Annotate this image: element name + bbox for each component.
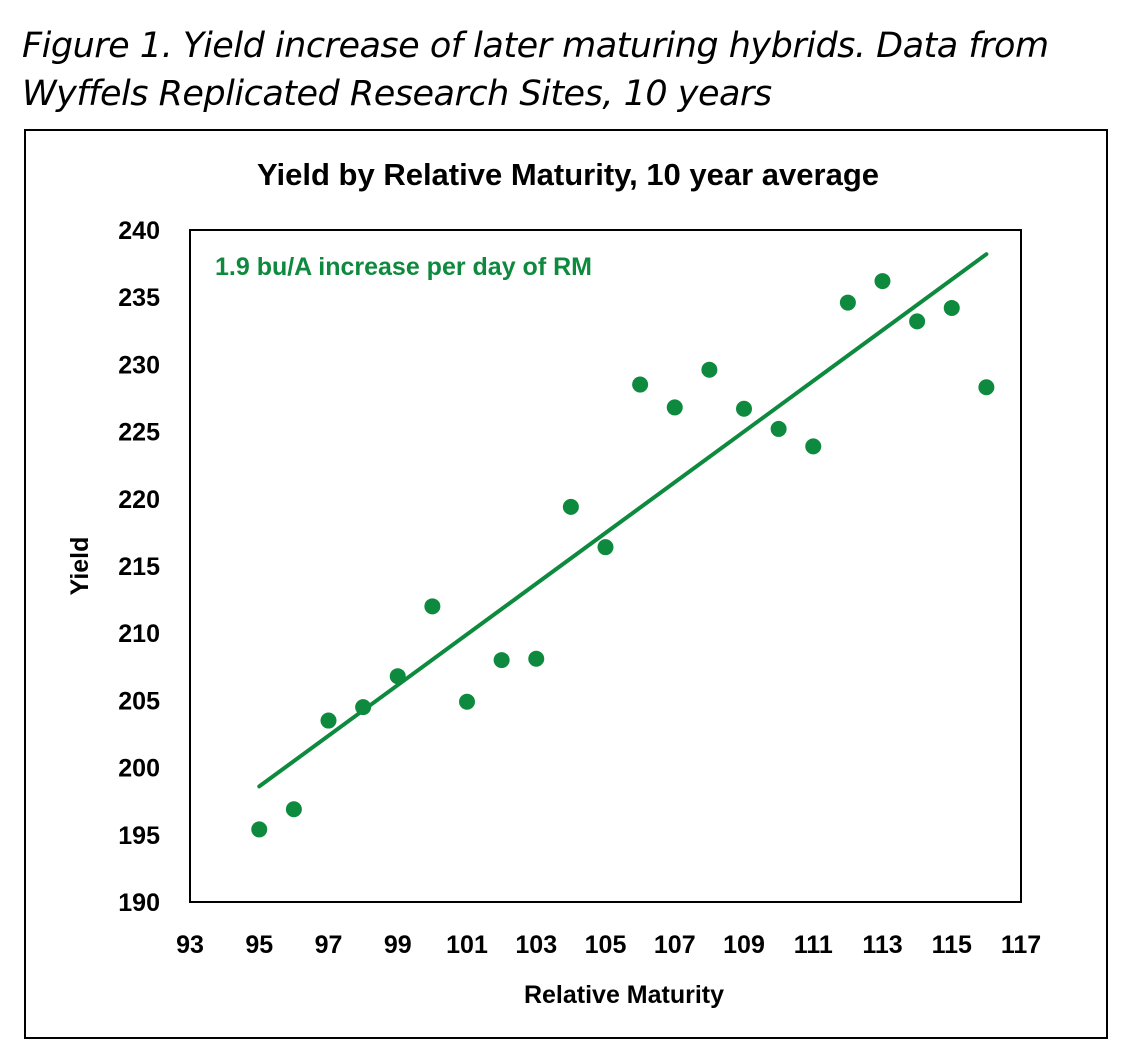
- y-tick-label: 200: [118, 755, 160, 783]
- data-point: [805, 438, 822, 455]
- data-point: [459, 693, 475, 710]
- data-point: [493, 652, 510, 669]
- x-tick-label: 113: [862, 931, 902, 959]
- y-tick-label: 190: [118, 889, 160, 917]
- data-point: [666, 399, 683, 416]
- caption-line-1: Figure 1. Yield increase of later maturi…: [22, 26, 1049, 66]
- data-point: [424, 598, 441, 615]
- data-point: [355, 699, 372, 716]
- y-tick-label: 210: [118, 620, 160, 648]
- data-point: [562, 498, 579, 515]
- x-tick-label: 117: [1001, 931, 1041, 959]
- caption-line-2: Wyffels Replicated Research Sites, 10 ye…: [22, 74, 772, 114]
- x-tick-label: 103: [515, 931, 557, 959]
- x-axis-ticks: 93 95 97 99 101 103 105 107 109 111 113 115 117: [176, 931, 1041, 959]
- plot-area: [189, 229, 1022, 903]
- y-tick-label: 215: [118, 553, 160, 581]
- figure-caption: Figure 1. Yield increase of later maturi…: [22, 22, 1112, 118]
- y-axis-label: Yield: [66, 537, 94, 596]
- y-tick-label: 220: [118, 486, 160, 514]
- data-point: [978, 379, 995, 396]
- data-point: [839, 294, 856, 311]
- data-point: [528, 650, 545, 667]
- y-tick-label: 230: [118, 351, 160, 379]
- data-point: [320, 712, 337, 729]
- data-point: [770, 420, 787, 437]
- y-tick-label: 205: [118, 687, 160, 715]
- y-tick-label: 235: [118, 284, 160, 312]
- x-axis-label: Relative Maturity: [524, 981, 724, 1009]
- data-point: [701, 361, 718, 378]
- data-point: [251, 821, 268, 838]
- x-tick-label: 115: [932, 931, 972, 959]
- y-tick-label: 225: [118, 419, 160, 447]
- x-tick-label: 93: [176, 931, 204, 959]
- x-tick-label: 109: [723, 931, 765, 959]
- x-tick-label: 101: [446, 931, 488, 959]
- x-tick-label: 99: [384, 931, 412, 959]
- data-point: [909, 313, 926, 330]
- trend-annotation: 1.9 bu/A increase per day of RM: [215, 253, 592, 281]
- x-tick-label: 95: [245, 931, 273, 959]
- y-axis-ticks: 190 195 200 205 210 215 220 225 230 235 240: [118, 217, 160, 917]
- data-point: [632, 376, 649, 393]
- data-point: [874, 273, 891, 290]
- data-point: [285, 801, 302, 818]
- data-point: [943, 299, 960, 316]
- chart-frame: [24, 129, 1108, 1039]
- x-tick-label: 111: [794, 931, 833, 959]
- x-tick-label: 107: [654, 931, 696, 959]
- y-tick-label: 195: [118, 822, 160, 850]
- x-tick-label: 105: [585, 931, 627, 959]
- trendline: [257, 252, 989, 789]
- chart-title: Yield by Relative Maturity, 10 year aver…: [257, 157, 879, 192]
- data-points: [251, 273, 995, 838]
- y-tick-label: 240: [118, 217, 160, 245]
- data-point: [389, 668, 406, 685]
- data-point: [597, 539, 614, 556]
- x-tick-label: 97: [315, 931, 343, 959]
- data-point: [736, 400, 752, 417]
